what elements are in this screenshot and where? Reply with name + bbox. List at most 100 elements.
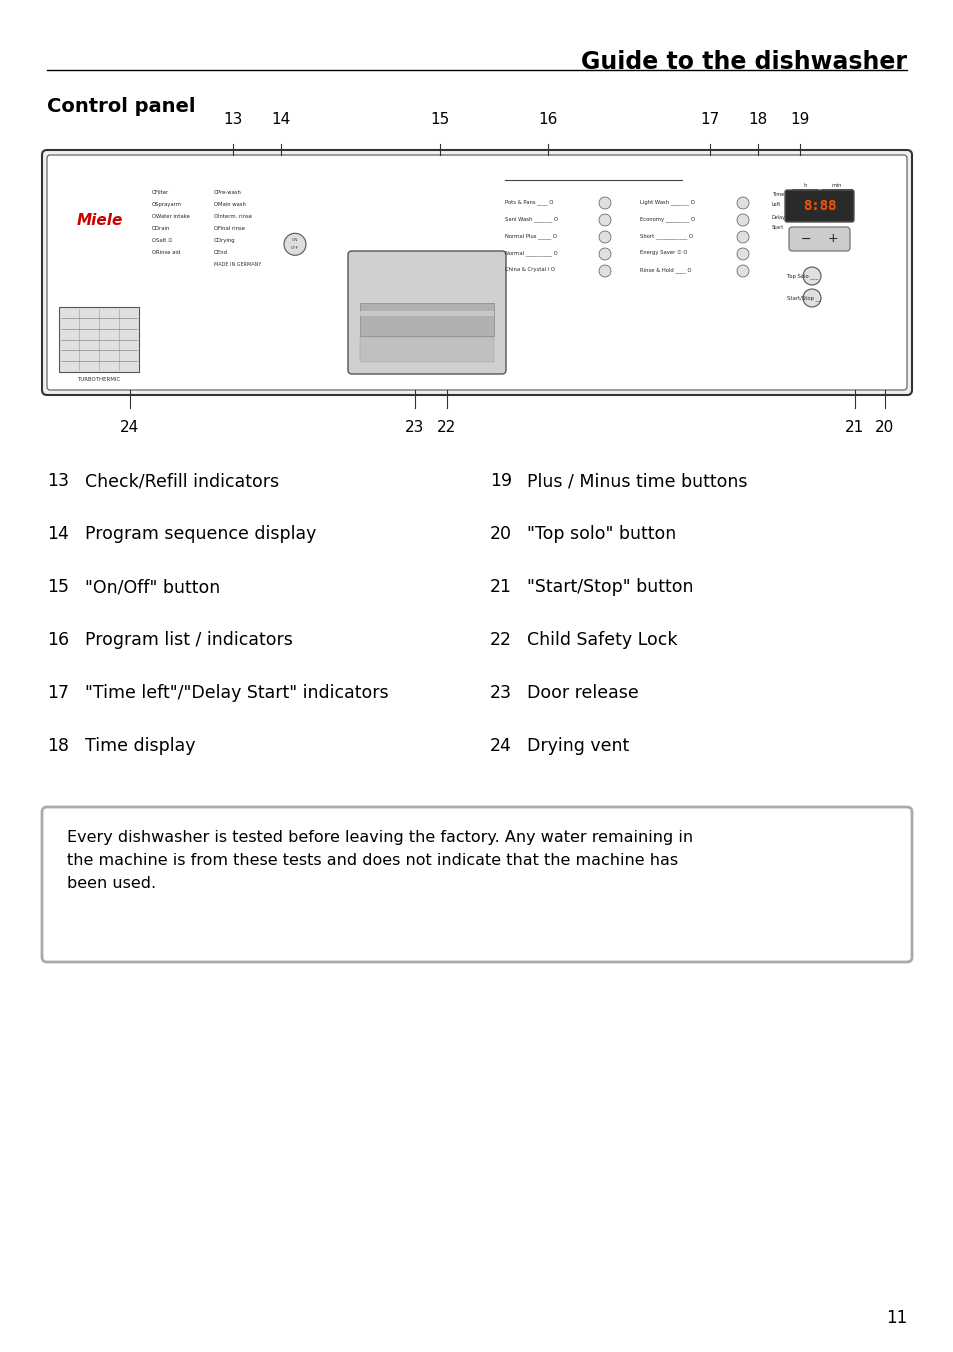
Text: OPre-wash: OPre-wash <box>213 191 242 195</box>
Text: Check/Refill indicators: Check/Refill indicators <box>85 472 279 489</box>
Text: 18: 18 <box>747 112 767 127</box>
FancyBboxPatch shape <box>784 191 853 222</box>
Text: Every dishwasher is tested before leaving the factory. Any water remaining in
th: Every dishwasher is tested before leavin… <box>67 830 693 891</box>
Text: 15: 15 <box>47 579 69 596</box>
Text: "Top solo" button: "Top solo" button <box>526 525 676 544</box>
Text: OFF: OFF <box>291 246 298 250</box>
Text: 20: 20 <box>875 420 894 435</box>
Circle shape <box>284 234 306 256</box>
Text: 24: 24 <box>120 420 139 435</box>
Circle shape <box>737 214 748 226</box>
Text: ODrying: ODrying <box>213 238 235 243</box>
Text: 16: 16 <box>47 631 69 649</box>
Text: 22: 22 <box>436 420 456 435</box>
Text: Start/Stop __: Start/Stop __ <box>786 295 820 301</box>
Text: 17: 17 <box>47 684 69 702</box>
Text: 18: 18 <box>47 737 69 754</box>
FancyBboxPatch shape <box>47 155 906 389</box>
Circle shape <box>598 231 610 243</box>
Text: Sani Wash _______ O: Sani Wash _______ O <box>504 216 558 222</box>
Text: China & Crystal I O: China & Crystal I O <box>504 266 555 272</box>
Text: OFinal rinse: OFinal rinse <box>213 226 245 231</box>
Text: 14: 14 <box>271 112 291 127</box>
Text: OInterm. rinse: OInterm. rinse <box>213 214 252 219</box>
Text: Time display: Time display <box>85 737 195 754</box>
Text: Plus / Minus time buttons: Plus / Minus time buttons <box>526 472 747 489</box>
Text: "Time left"/"Delay Start" indicators: "Time left"/"Delay Start" indicators <box>85 684 388 702</box>
Text: OSalt ☉: OSalt ☉ <box>152 238 172 243</box>
Text: ORinse aid: ORinse aid <box>152 250 180 256</box>
Circle shape <box>802 266 821 285</box>
Text: Pots & Pans ____ O: Pots & Pans ____ O <box>504 199 553 204</box>
Text: 23: 23 <box>405 420 424 435</box>
Text: 11: 11 <box>884 1309 906 1328</box>
Text: Top Solo ___: Top Solo ___ <box>786 273 818 279</box>
Bar <box>59 307 139 372</box>
Text: OFilter: OFilter <box>152 191 169 195</box>
Text: Short ____________ O: Short ____________ O <box>639 233 692 239</box>
FancyBboxPatch shape <box>42 807 911 963</box>
Circle shape <box>598 265 610 277</box>
Text: Program sequence display: Program sequence display <box>85 525 316 544</box>
Text: Normal Plus _____ O: Normal Plus _____ O <box>504 233 557 239</box>
Text: Drying vent: Drying vent <box>526 737 629 754</box>
Circle shape <box>737 247 748 260</box>
Text: Door release: Door release <box>526 684 639 702</box>
Text: Guide to the dishwasher: Guide to the dishwasher <box>580 50 906 74</box>
Text: min: min <box>831 183 841 188</box>
Text: MADE IN GERMANY: MADE IN GERMANY <box>213 262 261 266</box>
Text: 15: 15 <box>430 112 449 127</box>
Text: 20: 20 <box>490 525 512 544</box>
Text: 22: 22 <box>490 631 512 649</box>
Text: Child Safety Lock: Child Safety Lock <box>526 631 677 649</box>
Text: TURBOTHERMIC: TURBOTHERMIC <box>77 377 120 383</box>
Text: OWater intake: OWater intake <box>152 214 190 219</box>
Circle shape <box>737 265 748 277</box>
Text: OEnd: OEnd <box>213 250 228 256</box>
Text: Rinse & Hold ____ O: Rinse & Hold ____ O <box>639 266 691 273</box>
Text: Delay: Delay <box>771 215 785 220</box>
FancyBboxPatch shape <box>788 227 849 251</box>
Text: Time: Time <box>771 192 783 197</box>
Text: 23: 23 <box>490 684 512 702</box>
Text: OSprayarm: OSprayarm <box>152 201 182 207</box>
Text: Economy _________ O: Economy _________ O <box>639 216 695 222</box>
Bar <box>359 303 494 335</box>
Text: Light Wash _______ O: Light Wash _______ O <box>639 199 694 204</box>
Bar <box>359 311 494 316</box>
Text: 24: 24 <box>490 737 512 754</box>
Circle shape <box>737 231 748 243</box>
Text: Program list / indicators: Program list / indicators <box>85 631 293 649</box>
Text: 17: 17 <box>700 112 719 127</box>
Text: Left: Left <box>771 201 781 207</box>
Text: 21: 21 <box>490 579 512 596</box>
Circle shape <box>598 247 610 260</box>
Circle shape <box>802 289 821 307</box>
Text: Control panel: Control panel <box>47 97 195 116</box>
Text: OMain wash: OMain wash <box>213 201 246 207</box>
Text: 8:88: 8:88 <box>801 199 836 214</box>
Text: Energy Saver ☉ O: Energy Saver ☉ O <box>639 250 687 256</box>
Text: ON: ON <box>292 238 297 242</box>
Text: −: − <box>800 233 810 246</box>
Circle shape <box>598 197 610 210</box>
Text: h: h <box>802 183 806 188</box>
Text: "On/Off" button: "On/Off" button <box>85 579 220 596</box>
Text: ODrain: ODrain <box>152 226 171 231</box>
Text: 21: 21 <box>844 420 863 435</box>
Bar <box>359 337 494 362</box>
Text: 13: 13 <box>223 112 242 127</box>
Text: +: + <box>827 233 838 246</box>
Text: Normal __________ O: Normal __________ O <box>504 250 558 256</box>
Text: Start: Start <box>771 224 783 230</box>
Circle shape <box>737 197 748 210</box>
Text: 13: 13 <box>47 472 69 489</box>
Text: 16: 16 <box>537 112 558 127</box>
Text: 19: 19 <box>789 112 809 127</box>
Text: Miele: Miele <box>77 214 123 228</box>
Text: 14: 14 <box>47 525 69 544</box>
Circle shape <box>598 214 610 226</box>
FancyBboxPatch shape <box>348 251 505 375</box>
Text: 19: 19 <box>490 472 512 489</box>
Text: "Start/Stop" button: "Start/Stop" button <box>526 579 693 596</box>
